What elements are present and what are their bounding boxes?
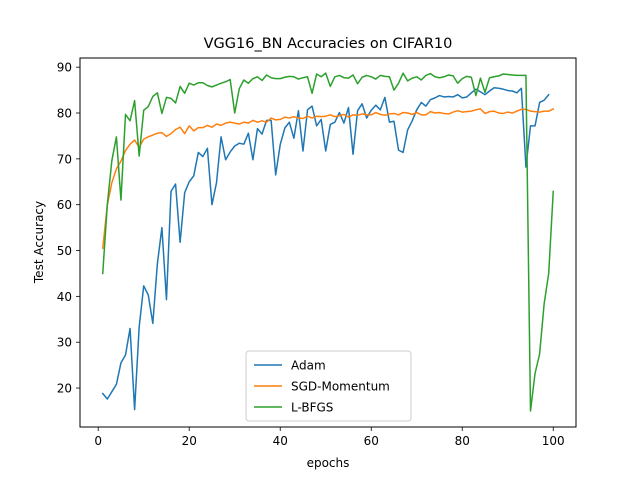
legend-label-adam: Adam bbox=[291, 359, 326, 373]
y-tick-label: 20 bbox=[57, 382, 72, 396]
x-axis-label: epochs bbox=[307, 456, 350, 470]
y-axis-label: Test Accuracy bbox=[32, 201, 46, 284]
x-tick-label: 80 bbox=[455, 434, 470, 448]
plot-frame bbox=[79, 57, 577, 428]
y-tick-label: 80 bbox=[57, 107, 72, 121]
x-tick-label: 60 bbox=[364, 434, 379, 448]
series-layer bbox=[101, 72, 555, 412]
y-tick-label: 50 bbox=[57, 244, 72, 258]
x-axis: 0 20 40 60 80 100 bbox=[94, 427, 565, 448]
series-line-l-bfgs bbox=[101, 72, 555, 412]
x-tick-label: 100 bbox=[542, 434, 565, 448]
legend-label-sgd-momentum: SGD-Momentum bbox=[291, 380, 390, 394]
y-axis: 20 30 40 50 60 70 80 90 bbox=[57, 61, 80, 396]
x-tick-label: 20 bbox=[182, 434, 197, 448]
y-tick-label: 40 bbox=[57, 290, 72, 304]
legend-box bbox=[245, 350, 412, 422]
x-tick-label: 0 bbox=[94, 434, 102, 448]
legend-label-l-bfgs: L-BFGS bbox=[291, 401, 333, 415]
series-line-sgd-momentum bbox=[101, 107, 555, 250]
x-tick-label: 40 bbox=[273, 434, 288, 448]
y-tick-label: 60 bbox=[57, 198, 72, 212]
y-tick-label: 70 bbox=[57, 152, 72, 166]
chart-title: VGG16_BN Accuracies on CIFAR10 bbox=[204, 36, 453, 52]
y-tick-label: 90 bbox=[57, 61, 72, 75]
legend: Adam SGD-Momentum L-BFGS bbox=[245, 350, 412, 422]
y-tick-label: 30 bbox=[57, 336, 72, 350]
